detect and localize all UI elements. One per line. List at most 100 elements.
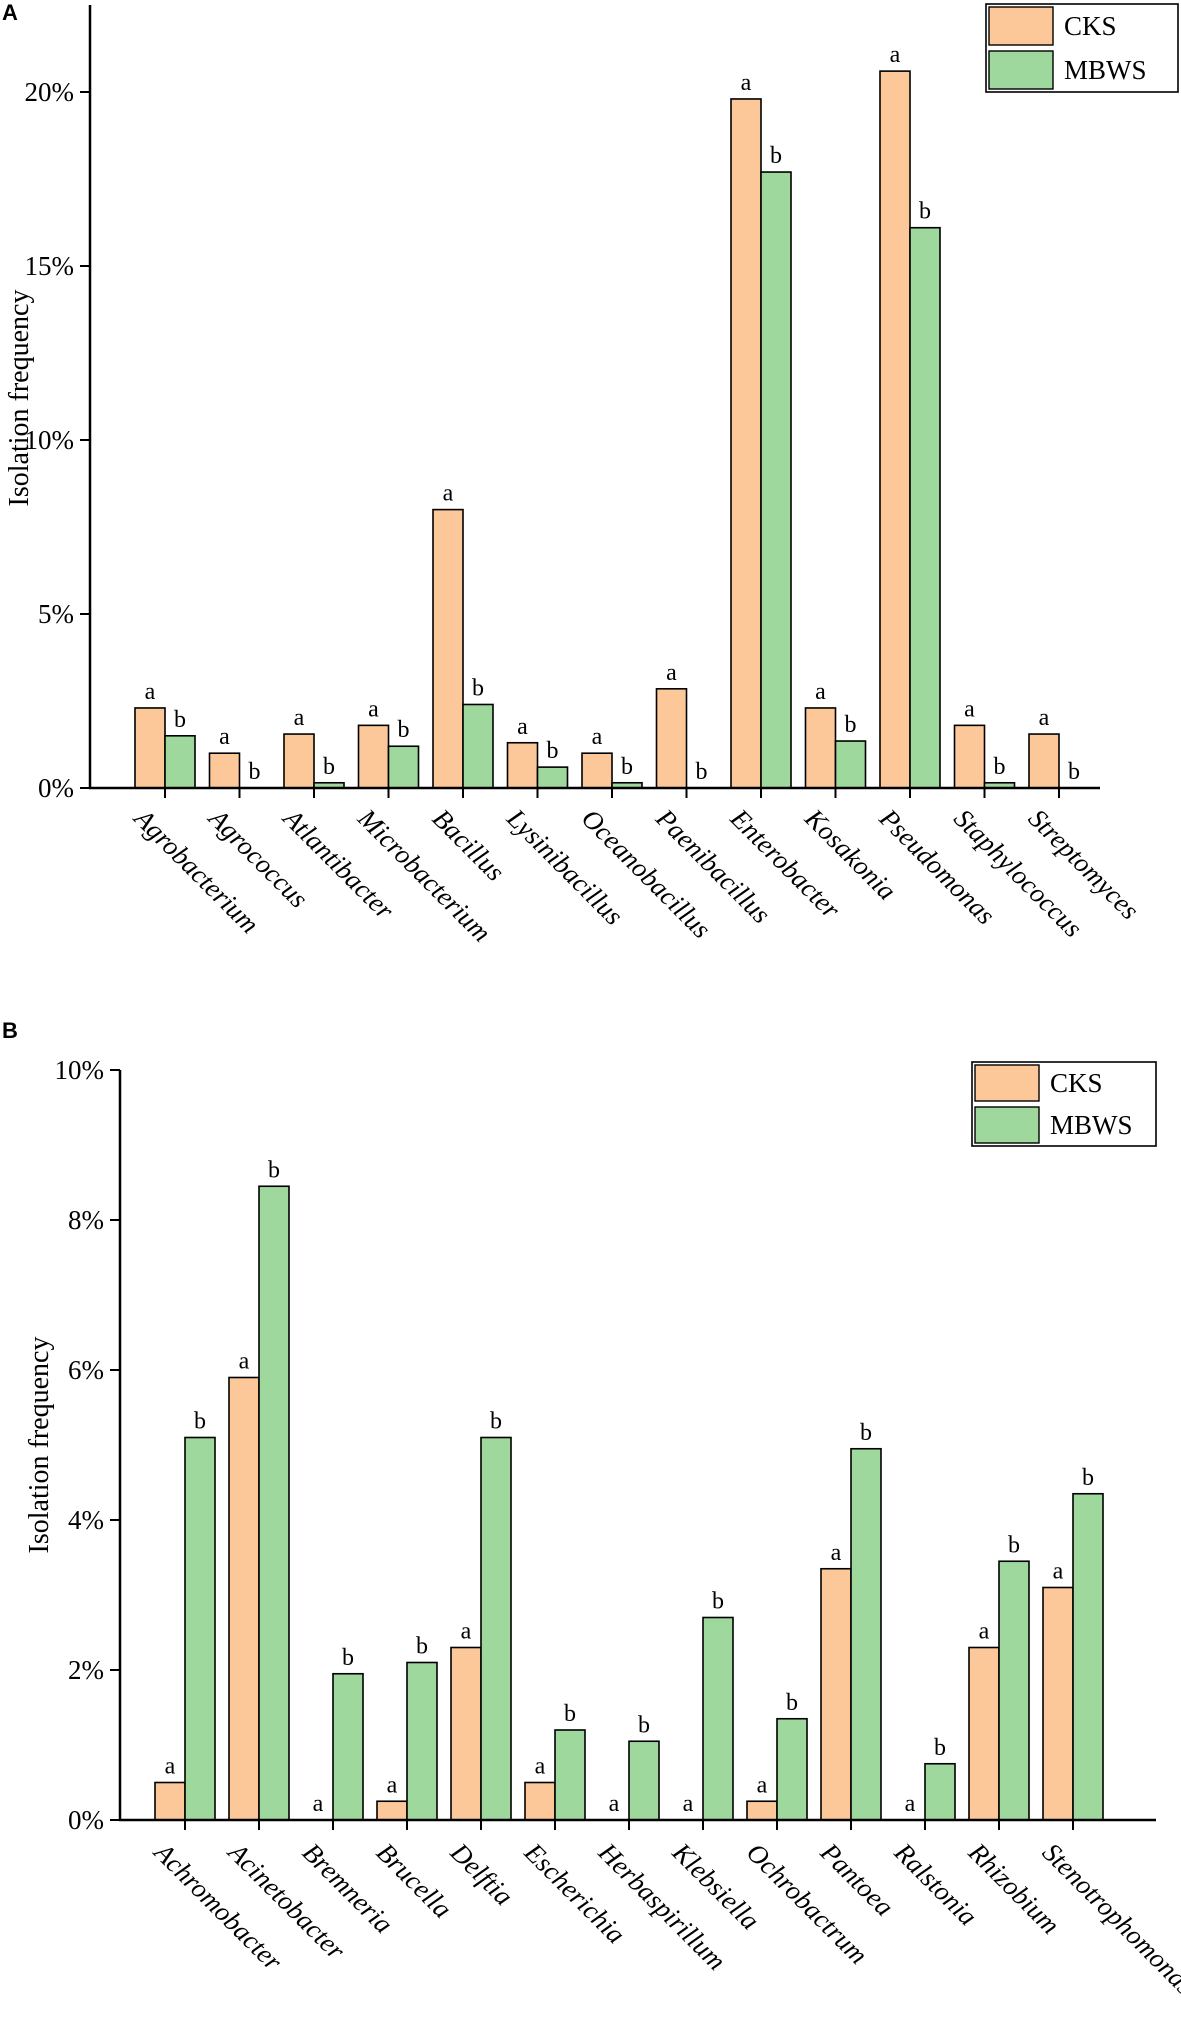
panel-a-significance-label: b <box>696 759 708 785</box>
panel-b-bar-cks <box>376 1800 408 1821</box>
panel-a-bar-mbws <box>536 766 569 789</box>
panel-b-bar-cks <box>154 1781 186 1821</box>
panel-a-y-tick-label: 5% <box>38 599 74 629</box>
panel-b-bar-cks <box>228 1376 260 1821</box>
panel-a-significance-label: a <box>1039 705 1050 731</box>
panel-a-significance-label: b <box>1068 759 1080 785</box>
panel-b-significance-label: b <box>490 1409 502 1435</box>
panel-b-category-label: Herbaspirillum <box>592 1836 732 1976</box>
panel-b-significance-label: a <box>387 1772 398 1798</box>
panel-a-y-tick-label: 20% <box>25 77 75 107</box>
panel-a-bar-cks <box>506 741 539 789</box>
panel-b-significance-label: b <box>860 1420 872 1446</box>
panel-b-y-tick-label: 0% <box>68 1805 104 1835</box>
panel-b-significance-label: a <box>683 1791 694 1817</box>
panel-a-bar-cks <box>581 752 613 789</box>
panel-b-bar-mbws <box>702 1616 734 1821</box>
panel-b-y-tick-label: 10% <box>55 1055 105 1085</box>
panel-a-legend-swatch-cks <box>988 6 1054 46</box>
panel-a-bar-mbws <box>462 703 494 789</box>
panel-a-category-label: Staphylococcus <box>948 803 1088 943</box>
panel-b-significance-label: b <box>194 1409 206 1435</box>
panel-b-bar-mbws <box>554 1729 586 1821</box>
panel-a-significance-label: b <box>174 707 186 733</box>
panel-a-bar-cks <box>432 508 464 789</box>
panel-b-bar-mbws <box>776 1717 808 1821</box>
panel-b-y-tick-label: 4% <box>68 1505 104 1535</box>
panel-b-bar-cks <box>746 1800 778 1821</box>
panel-a-significance-label: b <box>547 738 559 764</box>
panel-b-significance-label: a <box>905 1791 916 1817</box>
panel-a-significance-label: a <box>592 724 603 750</box>
panel-b-bar-cks <box>450 1646 482 1821</box>
panel-b-legend-label-mbws: MBWS <box>1050 1110 1133 1140</box>
panel-a-bar-cks <box>1028 733 1060 789</box>
panel-a-bar-mbws <box>387 745 420 789</box>
panel-a-significance-label: a <box>443 481 454 507</box>
panel-b-legend-swatch-mbws <box>974 1106 1040 1144</box>
panel-a-bar-cks <box>730 98 762 789</box>
panel-a-significance-label: a <box>517 714 528 740</box>
panel-a-legend-swatch-mbws <box>988 50 1054 90</box>
panel-b-bar-cks <box>820 1567 852 1821</box>
panel-b-y-tick-label: 2% <box>68 1655 104 1685</box>
panel-b-bar-mbws <box>184 1436 216 1821</box>
panel-a-significance-label: b <box>770 143 782 169</box>
panel-b-significance-label: a <box>461 1619 472 1645</box>
panel-a-significance-label: a <box>294 705 305 731</box>
panel-a-bar-cks <box>879 70 911 789</box>
panel-b-bar-mbws <box>480 1436 512 1821</box>
panel-b-bar-mbws <box>406 1661 438 1821</box>
panel-a-bar-cks <box>283 733 315 789</box>
panel-a-y-tick-label: 15% <box>25 251 75 281</box>
panel-b-chart: B Isolation frequency 0% 2% 4% 6% 8% 10% a a a a a… <box>2 1018 1181 2001</box>
panel-a-significance-label: b <box>621 754 633 780</box>
panel-b-significance-label: a <box>831 1540 842 1566</box>
panel-a-legend-label-cks: CKS <box>1064 11 1117 41</box>
panel-b-significance-label: b <box>1008 1532 1020 1558</box>
panel-a-bar-cks <box>804 707 837 789</box>
panel-b-significance-label: a <box>535 1754 546 1780</box>
panel-a-significance-label: b <box>249 759 261 785</box>
panel-b-significance-label: b <box>934 1735 946 1761</box>
panel-b-significance-label: b <box>564 1701 576 1727</box>
panel-a-y-axis-title: Isolation frequency <box>4 290 35 507</box>
panel-b-y-tick-label: 6% <box>68 1355 104 1385</box>
panel-a-significance-label: b <box>919 199 931 225</box>
panel-a-significance-label: b <box>398 717 410 743</box>
panel-a-y-tick-label: 0% <box>38 773 74 803</box>
panel-b-bar-cks <box>968 1646 1000 1821</box>
panel-b-bar-mbws <box>924 1762 956 1821</box>
panel-a-significance-label: a <box>890 42 901 68</box>
panel-a-chart: A Isolation frequency 0% 5% 10% 15% 20% a a a a a… <box>2 0 1179 948</box>
panel-a-significance-label: a <box>964 696 975 722</box>
panel-b-significance-label: a <box>239 1349 250 1375</box>
panel-b-y-tick-label: 8% <box>68 1205 104 1235</box>
panel-a-significance-label: a <box>368 696 379 722</box>
panel-b-bar-mbws <box>998 1560 1030 1821</box>
panel-a-significance-label: b <box>845 712 857 738</box>
panel-a-bar-mbws <box>760 171 792 789</box>
panel-b-significance-label: a <box>979 1619 990 1645</box>
panel-a-letter: A <box>2 0 18 25</box>
panel-a-significance-label: a <box>219 724 230 750</box>
panel-b-letter: B <box>2 1018 18 1043</box>
panel-b-bar-mbws <box>850 1447 882 1821</box>
panel-b-significance-label: a <box>757 1772 768 1798</box>
panel-a-significance-label: b <box>323 754 335 780</box>
panel-b-bar-mbws <box>628 1740 660 1821</box>
panel-a-bar-cks <box>134 707 166 789</box>
panel-a-bar-cks <box>953 724 986 789</box>
panel-b-significance-label: b <box>712 1589 724 1615</box>
panel-a-significance-label: a <box>145 679 156 705</box>
panel-a-bar-cks <box>208 752 241 789</box>
panel-a-category-label: Oceanobacillus <box>576 803 717 944</box>
panel-b-significance-label: b <box>342 1645 354 1671</box>
panel-b-bar-mbws <box>332 1672 364 1821</box>
panel-a-bar-cks <box>655 688 688 789</box>
panel-b-y-axis-title: Isolation frequency <box>24 1337 55 1554</box>
panel-b-significance-label: a <box>609 1791 620 1817</box>
panel-b-significance-label: b <box>268 1157 280 1183</box>
panel-b-significance-label: a <box>165 1754 176 1780</box>
